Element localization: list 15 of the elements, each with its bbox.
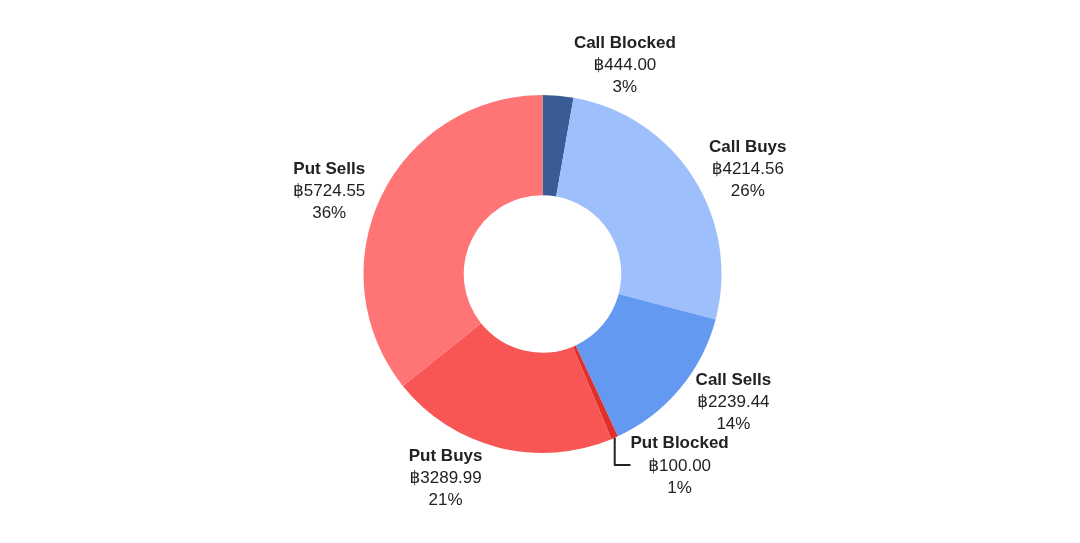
donut-slice bbox=[542, 95, 574, 197]
slice-label: Call Blocked bbox=[573, 32, 676, 52]
data-label: ฿3289.99 21% bbox=[409, 467, 482, 509]
data-label: ฿2239.44 14% bbox=[697, 392, 770, 434]
slice-label: Put Buys bbox=[408, 445, 483, 465]
slice-label: Put Blocked bbox=[630, 433, 729, 453]
data-label: ฿5724.55 36% bbox=[293, 181, 366, 223]
slice-label: Call Sells bbox=[695, 370, 772, 390]
data-label: ฿444.00 3% bbox=[593, 54, 657, 96]
donut-slice bbox=[572, 345, 618, 440]
data-label: ฿100.00 1% bbox=[648, 455, 712, 497]
slice-label: Put Sells bbox=[293, 159, 366, 178]
data-label: ฿4214.56 26% bbox=[711, 158, 784, 200]
slice-label: Call Buys bbox=[709, 136, 787, 156]
donut-slice bbox=[363, 95, 543, 386]
